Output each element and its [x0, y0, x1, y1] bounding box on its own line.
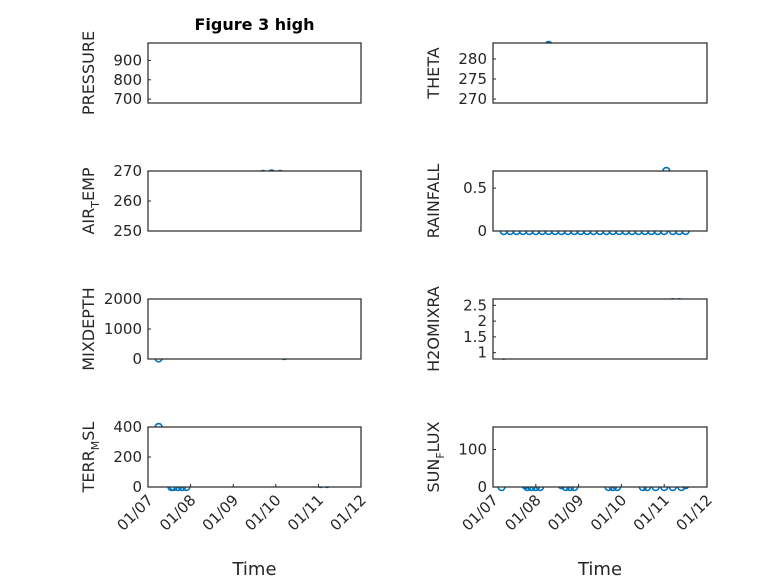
- y-tick-label: 270: [458, 90, 487, 108]
- y-tick-label: 0.5: [463, 179, 487, 197]
- y-axis-label: THETA: [424, 47, 443, 99]
- x-tick-label: 01/09: [199, 491, 242, 534]
- axes-box: [492, 42, 708, 104]
- y-tick-label: 275: [458, 70, 487, 88]
- subplot-rainfall: 0 0.5 RAINFALL: [424, 164, 708, 240]
- subplot-mixdepth: 0 1000 2000 MIXDEPTH: [79, 287, 362, 371]
- y-axis-label: RAINFALL: [424, 164, 443, 239]
- subplot-sun: 0 100 01/07 01/08 01/09 01/10 01/11 01/12 Time SU…: [424, 421, 716, 580]
- y-axis-label-suffix: SL: [79, 422, 98, 441]
- axes-box: [492, 426, 708, 488]
- x-tick-label: 01/07: [459, 491, 502, 534]
- subplot-theta: 270 275 280 THETA: [424, 40, 708, 108]
- y-tick-label: 280: [458, 50, 487, 68]
- x-axis-label: Time: [577, 559, 622, 580]
- subplot-terr: 0 200 400 01/07 01/08 01/09 01/10 01/11 01/12 Tim…: [79, 418, 370, 580]
- y-tick-label: 100: [458, 441, 487, 459]
- y-tick-label: 0: [132, 350, 142, 368]
- y-tick-label: 0: [132, 478, 142, 496]
- axes-box: [147, 170, 362, 232]
- axes-box: [492, 298, 708, 360]
- y-tick-label: 2.5: [463, 296, 487, 314]
- y-tick-label: 0: [477, 478, 487, 496]
- x-tick-label: 01/09: [544, 491, 587, 534]
- y-axis-label: PRESSURE: [79, 31, 98, 115]
- x-tick-label: 01/12: [327, 491, 370, 534]
- y-axis-label-main: TERR: [79, 450, 98, 493]
- x-tick-label: 01/11: [284, 491, 327, 534]
- y-axis-label-main: H2OMIXRA: [424, 286, 443, 372]
- y-axis-label-subscript: T: [89, 201, 102, 209]
- y-tick-label: 2000: [104, 290, 142, 308]
- y-tick-label: 260: [113, 192, 142, 210]
- subplot-h2omixra: 11.522.5 H2OMIXRA: [424, 286, 708, 372]
- x-tick-label: 01/10: [587, 491, 630, 534]
- y-axis-label-main: PRESSURE: [79, 31, 98, 115]
- x-tick-label: 01/08: [501, 491, 544, 534]
- y-axis-label-subscript: M: [89, 441, 102, 451]
- subplot-air: 250 260 270 AIRTEMP: [79, 162, 362, 240]
- x-axis-label: Time: [231, 559, 276, 580]
- axes-box: [147, 42, 362, 104]
- axes-box: [147, 298, 362, 360]
- axes-box: [147, 426, 362, 488]
- y-tick-label: 1: [477, 344, 487, 362]
- y-tick-label: 270: [113, 162, 142, 180]
- y-tick-label: 2: [477, 312, 487, 330]
- y-axis-label-main: RAINFALL: [424, 164, 443, 239]
- y-tick-label: 400: [113, 418, 142, 436]
- y-axis-label-main: MIXDEPTH: [79, 287, 98, 370]
- chart-title: Figure 3 high: [195, 15, 315, 34]
- x-tick-label: 01/08: [156, 491, 199, 534]
- y-axis-label-subscript: F: [434, 452, 447, 458]
- y-axis-label: TERRMSL: [79, 422, 102, 494]
- y-axis-label: MIXDEPTH: [79, 287, 98, 370]
- y-axis-label: AIRTEMP: [79, 167, 102, 234]
- x-tick-label: 01/07: [114, 491, 157, 534]
- y-axis-label-main: AIR: [79, 208, 98, 235]
- y-axis-label: H2OMIXRA: [424, 286, 443, 372]
- y-tick-label: 1000: [104, 320, 142, 338]
- y-tick-label: 0: [477, 222, 487, 240]
- y-tick-label: 1.5: [463, 328, 487, 346]
- y-tick-label: 200: [113, 448, 142, 466]
- x-tick-label: 01/11: [630, 491, 673, 534]
- y-tick-label: 800: [113, 71, 142, 89]
- y-axis-label-suffix: LUX: [424, 421, 443, 452]
- y-tick-label: 700: [113, 90, 142, 108]
- x-tick-label: 01/12: [673, 491, 716, 534]
- y-axis-label: SUNFLUX: [424, 421, 447, 492]
- y-axis-label-main: SUN: [424, 459, 443, 493]
- y-axis-label-suffix: EMP: [79, 167, 98, 201]
- y-axis-label-main: THETA: [424, 47, 443, 99]
- y-tick-label: 900: [113, 51, 142, 69]
- x-tick-label: 01/10: [241, 491, 284, 534]
- axes-box: [492, 170, 708, 232]
- y-tick-label: 250: [113, 222, 142, 240]
